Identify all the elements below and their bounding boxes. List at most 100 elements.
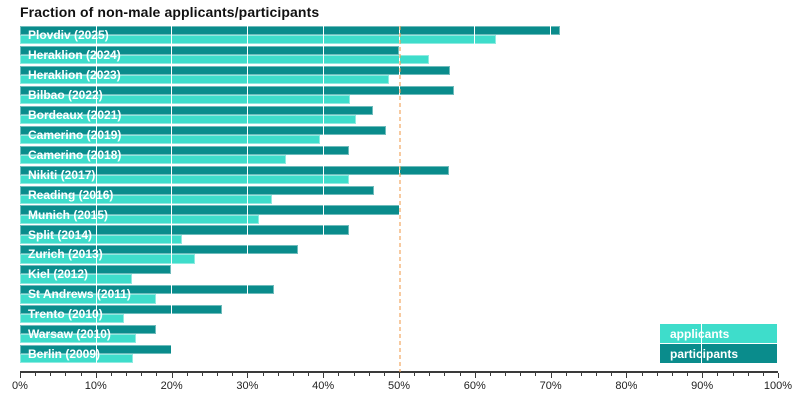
reference-line-50pct bbox=[398, 26, 401, 372]
participants-bar bbox=[20, 165, 450, 175]
applicants-bar bbox=[20, 274, 133, 284]
bar-row-label: Nikiti (2017) bbox=[28, 167, 96, 182]
x-axis-tick-label: 10% bbox=[84, 380, 107, 392]
gridline bbox=[95, 26, 97, 365]
x-axis-minor-tick bbox=[126, 373, 128, 376]
bar-row: Bilbao (2022) bbox=[20, 85, 777, 106]
applicants-bar bbox=[20, 354, 133, 364]
x-axis-minor-tick bbox=[535, 373, 537, 376]
x-axis-minor-tick bbox=[687, 373, 689, 376]
participants-bar bbox=[20, 285, 274, 295]
x-axis-minor-tick bbox=[65, 373, 67, 376]
applicants-bar bbox=[20, 194, 273, 204]
x-axis-tick-label: 100% bbox=[763, 380, 793, 392]
x-axis-minor-tick bbox=[489, 373, 491, 376]
participants-bar bbox=[20, 145, 349, 155]
bar-row: Trento (2010) bbox=[20, 305, 777, 325]
x-axis-minor-tick bbox=[580, 373, 582, 376]
legend-entry-applicants[interactable]: applicants bbox=[660, 324, 777, 343]
bar-row: St Andrews (2011) bbox=[20, 285, 777, 305]
x-axis-minor-tick bbox=[656, 373, 658, 376]
chart-title: Fraction of non-male applicants/particip… bbox=[20, 4, 320, 20]
x-axis-major-tick bbox=[323, 373, 325, 378]
gridline bbox=[701, 26, 703, 365]
applicants-bar bbox=[20, 334, 136, 344]
participants-bar bbox=[20, 125, 387, 135]
bar-row: Munich (2015) bbox=[20, 205, 777, 225]
bar-row-label: Trento (2010) bbox=[28, 307, 103, 322]
bar-row: Bordeaux (2021) bbox=[20, 105, 777, 126]
x-axis-tick-label: 40% bbox=[312, 380, 335, 392]
bar-row-label: Kiel (2012) bbox=[28, 267, 89, 282]
bar-row-label: Split (2014) bbox=[28, 227, 93, 242]
bar-row-label: Heraklion (2023) bbox=[28, 68, 121, 83]
participants-bar bbox=[20, 65, 450, 76]
bar-row: Camerino (2019) bbox=[20, 125, 777, 146]
bar-row-label: Camerino (2019) bbox=[28, 127, 122, 142]
x-axis-tick-label: 60% bbox=[463, 380, 486, 392]
x-axis-major-tick bbox=[778, 373, 779, 378]
applicants-bar bbox=[20, 234, 182, 244]
applicants-bar bbox=[20, 75, 390, 85]
applicants-bar bbox=[20, 134, 320, 145]
participants-bar bbox=[20, 45, 399, 56]
bar-row: Heraklion (2024) bbox=[20, 45, 777, 66]
applicants-bar bbox=[20, 55, 429, 65]
x-axis-major-tick bbox=[95, 373, 97, 378]
x-axis-major-tick bbox=[474, 373, 476, 378]
x-axis-minor-tick bbox=[565, 373, 567, 376]
x-axis-tick-label: 30% bbox=[236, 380, 259, 392]
x-axis-minor-tick bbox=[414, 373, 416, 376]
bar-row-label: Plovdiv (2025) bbox=[28, 28, 109, 43]
x-axis-minor-tick bbox=[262, 373, 264, 376]
x-axis-tick-label: 0% bbox=[12, 380, 28, 392]
x-axis-major-tick bbox=[702, 373, 704, 378]
bar-row-label: Munich (2015) bbox=[28, 207, 109, 222]
x-axis-minor-tick bbox=[308, 373, 310, 376]
x-axis-minor-tick bbox=[444, 373, 446, 376]
participants-bar bbox=[20, 85, 454, 95]
x-axis-minor-tick bbox=[520, 373, 522, 376]
x-axis-minor-tick bbox=[156, 373, 158, 376]
x-axis-minor-tick bbox=[641, 373, 643, 376]
x-axis-tick-label: 70% bbox=[539, 380, 562, 392]
bar-row-label: Bilbao (2022) bbox=[28, 87, 103, 102]
x-axis-minor-tick bbox=[353, 373, 355, 376]
x-axis-minor-tick bbox=[201, 373, 203, 376]
bar-row: Heraklion (2023) bbox=[20, 65, 777, 86]
bar-row: Zurich (2013) bbox=[20, 245, 777, 265]
applicants-bar bbox=[20, 254, 195, 264]
bar-row: Nikiti (2017) bbox=[20, 165, 777, 186]
participants-bar bbox=[20, 305, 223, 315]
x-axis-minor-tick bbox=[732, 373, 734, 376]
gridline bbox=[474, 26, 476, 365]
applicants-bar bbox=[20, 114, 357, 125]
x-axis-minor-tick bbox=[217, 373, 219, 376]
applicants-bar bbox=[20, 314, 125, 324]
x-axis-minor-tick bbox=[429, 373, 431, 376]
bar-row: Camerino (2018) bbox=[20, 145, 777, 166]
gridline bbox=[171, 26, 173, 365]
x-axis-minor-tick bbox=[141, 373, 143, 376]
legend-entry-participants[interactable]: participants bbox=[660, 344, 777, 363]
applicants-bar bbox=[20, 214, 260, 224]
bar-row-label: Warsaw (2010) bbox=[28, 327, 111, 342]
gridline bbox=[247, 26, 249, 365]
applicants-bar bbox=[20, 174, 349, 184]
participants-bar bbox=[20, 225, 349, 235]
x-axis-minor-tick bbox=[611, 373, 613, 376]
x-axis-tick-label: 80% bbox=[615, 380, 638, 392]
bar-row-label: Zurich (2013) bbox=[28, 247, 103, 262]
participants-bar bbox=[20, 245, 298, 255]
bar-row: Reading (2016) bbox=[20, 185, 777, 206]
x-axis-minor-tick bbox=[762, 373, 764, 376]
x-axis-minor-tick bbox=[110, 373, 112, 376]
bar-row: Split (2014) bbox=[20, 225, 777, 245]
x-axis-minor-tick bbox=[186, 373, 188, 376]
bar-row-label: Bordeaux (2021) bbox=[28, 107, 122, 122]
x-axis: 0% 10% 20% 30% 40% 50% 60% 70% 80% 90% 100% bbox=[12, 371, 792, 399]
x-axis-minor-tick bbox=[338, 373, 340, 376]
bar-row-label: St Andrews (2011) bbox=[28, 287, 131, 302]
x-axis-minor-tick bbox=[671, 373, 673, 376]
